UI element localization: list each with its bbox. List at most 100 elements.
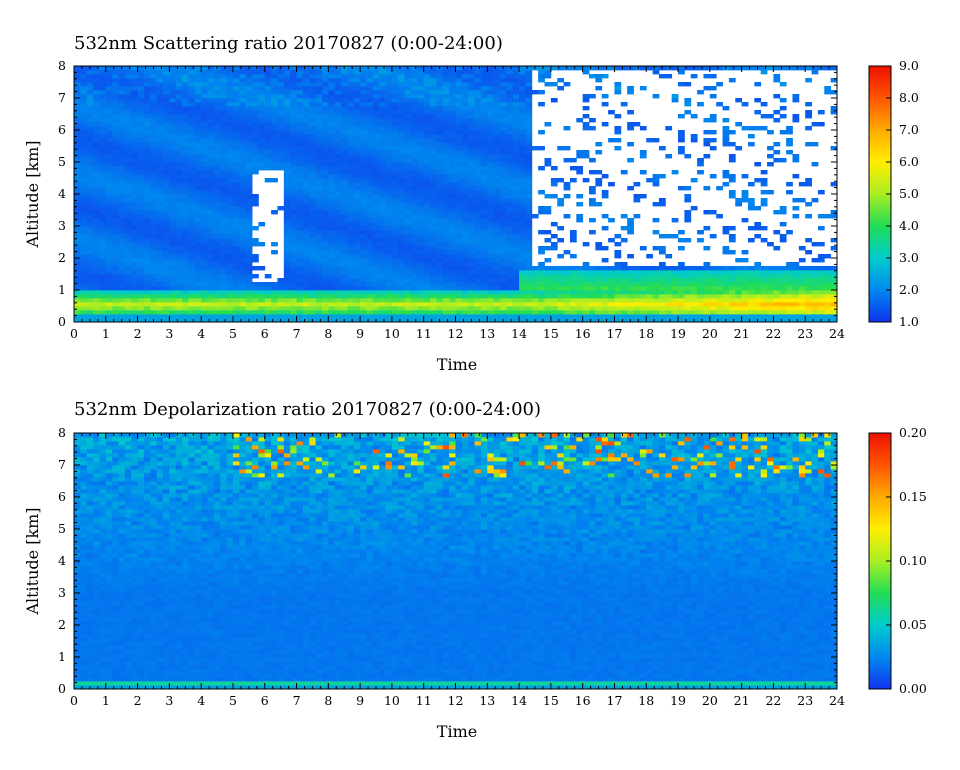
heatmap-cell <box>461 178 469 183</box>
heatmap-cell <box>283 314 291 319</box>
heatmap-cell <box>468 166 475 171</box>
heatmap-cell <box>468 238 475 243</box>
heatmap-cell <box>512 138 520 143</box>
heatmap-cell <box>569 282 577 287</box>
heatmap-cell <box>500 238 507 243</box>
heatmap-cell <box>334 86 342 91</box>
heatmap-cell <box>321 282 329 287</box>
heatmap-cell <box>512 230 520 235</box>
heatmap-cell <box>245 142 253 147</box>
heatmap-cell <box>302 158 310 163</box>
heatmap-cell <box>372 118 380 123</box>
heatmap-cell <box>264 166 272 171</box>
heatmap-cell <box>398 150 406 155</box>
heatmap-cell <box>334 318 342 323</box>
heatmap-cell <box>182 226 189 231</box>
heatmap-cell <box>309 250 317 255</box>
heatmap-cell <box>264 274 272 279</box>
heatmap-cell <box>150 150 158 155</box>
heatmap-cell <box>519 190 526 195</box>
heatmap-cell <box>639 290 647 295</box>
heatmap-cell <box>347 70 355 75</box>
heatmap-cell <box>80 226 88 231</box>
heatmap-cell <box>137 174 145 179</box>
heatmap-cell <box>519 306 526 311</box>
heatmap-cell <box>169 298 177 303</box>
heatmap-cell <box>379 310 386 315</box>
heatmap-cell <box>99 210 107 215</box>
heatmap-cell <box>423 278 431 283</box>
heatmap-cell <box>207 142 215 147</box>
heatmap-cell <box>506 250 514 255</box>
heatmap-cell <box>156 318 164 323</box>
heatmap-cell <box>99 310 107 315</box>
heatmap-cell <box>506 258 514 263</box>
heatmap-cell <box>226 266 234 271</box>
heatmap-cell <box>398 242 406 247</box>
heatmap-cell <box>207 182 215 187</box>
heatmap-cell <box>277 74 285 79</box>
heatmap-cell <box>341 306 348 311</box>
heatmap-cell <box>207 302 215 307</box>
heatmap-cell <box>544 314 552 319</box>
heatmap-cell <box>93 110 100 115</box>
heatmap-cell <box>302 262 310 267</box>
heatmap-cell <box>347 186 355 191</box>
heatmap-cell <box>112 110 119 115</box>
heatmap-cell <box>296 118 304 123</box>
heatmap-cell <box>563 146 571 151</box>
heatmap-cell <box>404 138 412 143</box>
heatmap-cell <box>175 162 183 167</box>
heatmap-cell <box>239 306 247 311</box>
heatmap-cell <box>201 126 208 131</box>
heatmap-cell <box>328 302 336 307</box>
heatmap-cell <box>455 94 463 99</box>
heatmap-cell <box>112 198 119 203</box>
heatmap-cell <box>86 106 94 111</box>
heatmap-cell <box>137 194 145 199</box>
heatmap-cell <box>391 214 399 219</box>
heatmap-cell <box>487 230 495 235</box>
heatmap-cell <box>137 138 145 143</box>
heatmap-cell <box>430 90 437 95</box>
heatmap-cell <box>264 294 272 299</box>
heatmap-cell <box>468 138 475 143</box>
heatmap-cell <box>118 278 126 283</box>
heatmap-cell <box>277 106 285 111</box>
heatmap-cell <box>315 150 323 155</box>
heatmap-cell <box>620 318 628 323</box>
heatmap-cell <box>232 158 240 163</box>
heatmap-cell <box>112 146 119 151</box>
heatmap-cell <box>550 286 558 291</box>
heatmap-cell <box>487 98 495 103</box>
heatmap-cell <box>480 194 488 199</box>
heatmap-cell <box>169 234 177 239</box>
heatmap-cell <box>436 306 444 311</box>
heatmap-cell <box>423 186 431 191</box>
heatmap-cell <box>455 194 463 199</box>
heatmap-cell <box>163 222 170 227</box>
heatmap-cell <box>112 178 119 183</box>
heatmap-cell <box>163 302 170 307</box>
heatmap-cell <box>449 286 456 291</box>
heatmap-cell <box>283 238 291 243</box>
heatmap-cell <box>360 154 367 159</box>
heatmap-cell <box>169 126 177 131</box>
heatmap-cell <box>74 314 81 319</box>
heatmap-cell <box>150 278 158 283</box>
heatmap-cell <box>633 214 641 219</box>
heatmap-cell <box>391 242 399 247</box>
heatmap-cell <box>194 262 202 267</box>
heatmap-cell <box>391 82 399 87</box>
heatmap-cell <box>194 290 202 295</box>
heatmap-cell <box>449 126 456 131</box>
heatmap-cell <box>156 70 164 75</box>
heatmap-cell <box>417 118 425 123</box>
heatmap-cell <box>80 230 88 235</box>
heatmap-cell <box>239 254 247 259</box>
heatmap-cell <box>614 310 622 315</box>
heatmap-cell <box>525 142 533 147</box>
heatmap-cell <box>449 174 456 179</box>
heatmap-cell <box>614 146 622 151</box>
heatmap-cell <box>449 258 456 263</box>
